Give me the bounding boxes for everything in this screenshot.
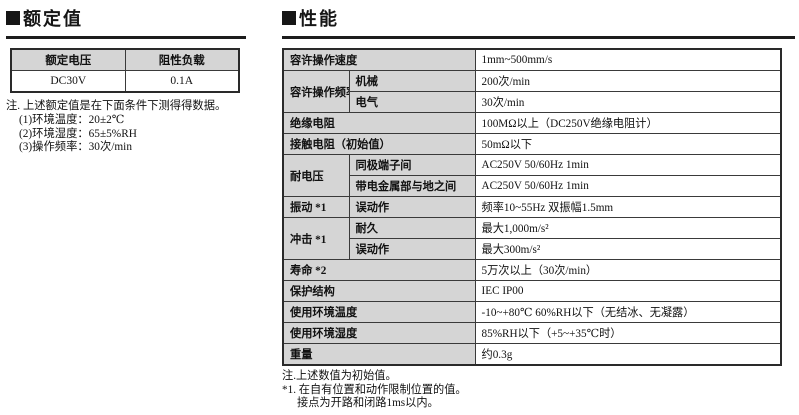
rated-notes: 注. 上述额定值是在下面条件下测得得数据。 (1)环境温度：20±2℃ (2)环…	[6, 100, 246, 155]
section-square-icon	[282, 11, 296, 25]
perf-sublabel-between-terminals: 同极端子间	[348, 154, 476, 176]
perf-label-contact-resistance: 接触电阻（初始值）	[282, 133, 476, 155]
rated-title-text: 额定值	[23, 9, 83, 29]
rated-section: 额定值 额定电压 阻性负载 DC30V 0.1A 注. 上述额定值是在下面条件下…	[6, 5, 246, 155]
performance-title-text: 性能	[299, 9, 339, 29]
perf-value-vibration-malfunction: 频率10~55Hz 双振幅1.5mm	[474, 196, 782, 218]
rated-note-main: 注. 上述额定值是在下面条件下测得得数据。	[6, 100, 227, 112]
perf-label-ambient-humidity: 使用环境湿度	[282, 322, 476, 344]
perf-value-shock-durability: 最大1,000m/s²	[474, 217, 782, 239]
table-row: 耐电压 同极端子间 AC250V 50/60Hz 1min	[282, 154, 782, 197]
table-row: 重量 约0.3g	[282, 343, 782, 366]
perf-label-operating-frequency: 容许操作频率	[282, 70, 350, 113]
section-square-icon	[6, 11, 20, 25]
perf-sublabel-metal-to-ground: 带电金属部与地之间	[348, 175, 476, 197]
perf-note-star1-line2: 接点为开路和闭路1ms以内。	[297, 397, 439, 409]
table-row: 冲击 *1 耐久 最大1,000m/s²	[282, 217, 782, 260]
perf-value-life: 5万次以上（30次/min）	[474, 259, 782, 281]
performance-section: 性能 容许操作速度 1mm~500mm/s 容许操作频率 机械 200次/min…	[282, 5, 795, 415]
perf-label-life: 寿命 *2	[282, 259, 476, 281]
perf-value-mechanical: 200次/min	[474, 70, 782, 92]
perf-value-electrical: 30次/min	[474, 91, 782, 113]
perf-sublabel-shock-malfunction: 误动作	[348, 238, 476, 260]
performance-table: 容许操作速度 1mm~500mm/s 容许操作频率 机械 200次/min 电气…	[282, 48, 783, 366]
rated-header-voltage: 额定电压	[10, 48, 126, 71]
perf-label-operating-speed: 容许操作速度	[282, 48, 476, 71]
perf-sublabel-vibration-malfunction: 误动作	[348, 196, 476, 218]
rated-voltage-value: DC30V	[10, 69, 126, 93]
table-row: 电气 30次/min	[283, 91, 782, 113]
perf-value-weight: 约0.3g	[474, 343, 782, 366]
perf-label-protection: 保护结构	[282, 280, 476, 302]
table-row: 误动作 最大300m/s²	[283, 238, 782, 260]
table-row: 寿命 *2 5万次以上（30次/min）	[282, 259, 782, 281]
perf-note-star1: *1. 在自有位置和动作限制位置的值。	[282, 383, 467, 396]
perf-label-vibration: 振动 *1	[282, 196, 350, 218]
rated-header-load: 阻性负载	[124, 48, 240, 71]
table-row: 振动 *1 误动作 频率10~55Hz 双振幅1.5mm	[282, 196, 782, 218]
table-row: 使用环境温度 -10~+80℃ 60%RH以下（无结冰、无凝露）	[282, 301, 782, 323]
rated-table: 额定电压 阻性负载 DC30V 0.1A	[10, 48, 240, 93]
table-row: 带电金属部与地之间 AC250V 50/60Hz 1min	[283, 175, 782, 197]
perf-note-main: 注.上述数值为初始值。	[282, 370, 397, 382]
perf-value-metal-to-ground: AC250V 50/60Hz 1min	[474, 175, 782, 197]
perf-label-shock: 冲击 *1	[282, 217, 350, 260]
perf-value-insulation-resistance: 100MΩ以上（DC250V绝缘电阻计）	[474, 112, 782, 134]
table-row: 绝缘电阻 100MΩ以上（DC250V绝缘电阻计）	[282, 112, 782, 134]
perf-value-ambient-temperature: -10~+80℃ 60%RH以下（无结冰、无凝露）	[474, 301, 782, 323]
rated-note-1: (1)环境温度：20±2℃	[19, 113, 125, 126]
perf-sublabel-electrical: 电气	[348, 91, 476, 113]
rated-section-title: 额定值	[6, 5, 246, 39]
perf-label-weight: 重量	[282, 343, 476, 366]
perf-sublabel-mechanical: 机械	[348, 70, 476, 92]
perf-label-insulation-resistance: 绝缘电阻	[282, 112, 476, 134]
perf-value-operating-speed: 1mm~500mm/s	[474, 48, 782, 71]
table-row: 接触电阻（初始值） 50mΩ以下	[282, 133, 782, 155]
rated-note-3: (3)操作频率：30次/min	[19, 141, 132, 154]
perf-value-shock-malfunction: 最大300m/s²	[474, 238, 782, 260]
table-row: 容许操作速度 1mm~500mm/s	[282, 48, 782, 71]
performance-section-title: 性能	[282, 5, 795, 39]
perf-value-ambient-humidity: 85%RH以下（+5~+35℃时）	[474, 322, 782, 344]
table-row: 容许操作频率 机械 200次/min	[282, 70, 782, 113]
table-row: 保护结构 IEC IP00	[282, 280, 782, 302]
perf-value-contact-resistance: 50mΩ以下	[474, 133, 782, 155]
rated-header-row: 额定电压 阻性负载	[10, 48, 240, 71]
perf-value-protection: IEC IP00	[474, 280, 782, 302]
perf-sublabel-shock-durability: 耐久	[348, 217, 476, 239]
table-row: 使用环境湿度 85%RH以下（+5~+35℃时）	[282, 322, 782, 344]
perf-value-between-terminals: AC250V 50/60Hz 1min	[474, 154, 782, 176]
perf-label-ambient-temperature: 使用环境温度	[282, 301, 476, 323]
rated-load-value: 0.1A	[124, 69, 240, 93]
performance-notes: 注.上述数值为初始值。 *1. 在自有位置和动作限制位置的值。 接点为开路和闭路…	[282, 370, 795, 415]
perf-label-withstand-voltage: 耐电压	[282, 154, 350, 197]
rated-value-row: DC30V 0.1A	[10, 69, 240, 93]
rated-note-2: (2)环境湿度：65±5%RH	[19, 127, 137, 140]
